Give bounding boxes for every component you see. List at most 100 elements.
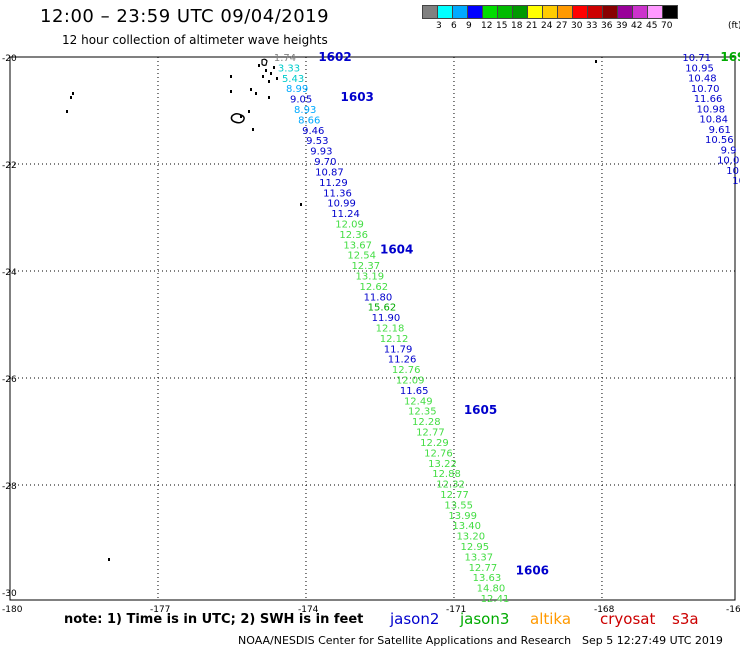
wave-height-reading: 13.63 [473,573,502,584]
wave-height-reading: 13.22 [428,459,457,470]
lat-tick-label: -22 [2,161,17,171]
wave-height-reading: 12.41 [481,594,510,605]
footer-generated-time: Sep 5 12:27:49 UTC 2019 [582,634,723,647]
lon-tick-label: -180 [2,605,23,615]
legend-swatch [557,5,573,19]
wave-height-reading: 12.49 [404,396,433,407]
wave-height-reading: 9.70 [314,157,336,168]
wave-height-reading: 14.80 [477,584,506,595]
wave-height-reading: 10 [732,176,740,187]
island-speck [250,88,252,91]
wave-height-reading: 11.79 [384,344,413,355]
wave-height-reading: 11.29 [319,178,348,189]
satellite-label-cryosat: cryosat [600,610,656,628]
island-speck [595,60,597,63]
lat-tick-label: -24 [2,268,17,278]
wave-height-reading: 11.26 [388,355,417,366]
legend-tick-label: 39 [616,21,628,31]
wave-height-reading: 13.19 [355,271,384,282]
legend-swatch [437,5,453,19]
wave-height-reading: 12.35 [408,407,437,418]
island-speck [300,203,302,206]
wave-height-reading: 10.95 [685,63,714,74]
pass-label: 1606 [516,564,549,578]
island-speck [248,110,250,113]
island-speck [276,77,278,80]
map-frame [9,56,736,601]
wave-height-reading: 12.77 [440,490,469,501]
wave-height-reading: 12.54 [347,251,376,262]
legend-tick-label: 12 [481,21,493,31]
wave-height-reading: 13.40 [452,521,481,532]
wave-height-reading: 10.87 [315,167,344,178]
islands [66,58,597,561]
legend-swatch [587,5,603,19]
legend-swatch [497,5,513,19]
island-speck [230,75,232,78]
wave-height-reading: 11.36 [323,188,352,199]
lon-tick-label: -174 [298,605,319,615]
wave-height-reading: 12.32 [436,480,465,491]
wave-height-reading: 10.48 [688,74,717,85]
wave-height-reading: 8.99 [286,84,308,95]
island-speck [108,558,110,561]
wave-height-reading: 13.37 [465,552,494,563]
wave-height-reading: 12.62 [360,282,389,293]
satellite-label-s3a: s3a [672,610,699,628]
island-speck [262,75,264,78]
wave-height-reading: 3.33 [278,63,300,74]
wave-height-reading: 11.24 [331,209,360,220]
island-speck [70,96,72,99]
satellite-label-jason2: jason2 [390,610,440,628]
footer-credit: NOAA/NESDIS Center for Satellite Applica… [238,634,572,647]
wave-height-reading: 1.74 [274,53,296,64]
legend-swatch [452,5,468,19]
island-speck [230,90,232,93]
wave-height-reading: 10.70 [691,84,720,95]
wave-height-reading: 11.90 [372,313,401,324]
legend-tick-label: 9 [466,21,472,31]
island-speck [66,110,68,113]
wave-height-reading: 11.80 [364,292,393,303]
wave-height-reading: 10.84 [699,115,728,126]
island-speck [268,80,270,83]
footer-note: note: 1) Time is in UTC; 2) SWH is in fe… [64,612,364,627]
island-speck [72,92,74,95]
wave-height-reading: 11.65 [400,386,429,397]
legend-swatch [512,5,528,19]
wave-height-reading: 12.09 [335,219,364,230]
legend-tick-label: 21 [526,21,538,31]
legend-tick-label: 36 [601,21,613,31]
island-speck [258,64,260,67]
lon-tick-label: -16 [726,605,740,615]
wave-height-reading: 9.46 [302,126,324,137]
color-scale-legend [422,5,678,19]
axis-labels: -20 -22 -24 -26 -28 -30 -180 -177 -174 -171 -168 -1… [2,54,740,615]
wave-height-reading: 8.93 [294,105,316,116]
island-outline [261,58,268,66]
wave-height-reading: 13.67 [343,240,372,251]
island-speck [268,96,270,99]
wave-height-reading: 15.62 [368,303,397,314]
wave-height-reading: 9.61 [709,125,731,136]
wave-height-reading: 12.09 [396,376,425,387]
wave-height-reading: 12.37 [351,261,380,272]
wave-height-reading: 13.55 [444,500,473,511]
island-speck [240,115,242,118]
wave-height-reading: 8.66 [298,115,320,126]
island-outline [230,112,245,124]
lon-tick-label: -171 [446,605,466,615]
lat-tick-label: -26 [2,375,17,385]
legend-swatch [662,5,678,19]
pass-label: 1603 [341,90,374,104]
legend-tick-label: 70 [661,21,673,31]
wave-height-reading: 9.93 [310,147,332,158]
legend-tick-label: 45 [646,21,658,31]
legend-tick-label: 30 [571,21,583,31]
satellite-label-jason3: jason3 [460,610,510,628]
satellite-label-altika: altika [530,610,572,628]
gridlines [10,57,735,600]
legend-unit: (ft) [728,21,740,31]
wave-height-reading: 12.18 [376,324,405,335]
